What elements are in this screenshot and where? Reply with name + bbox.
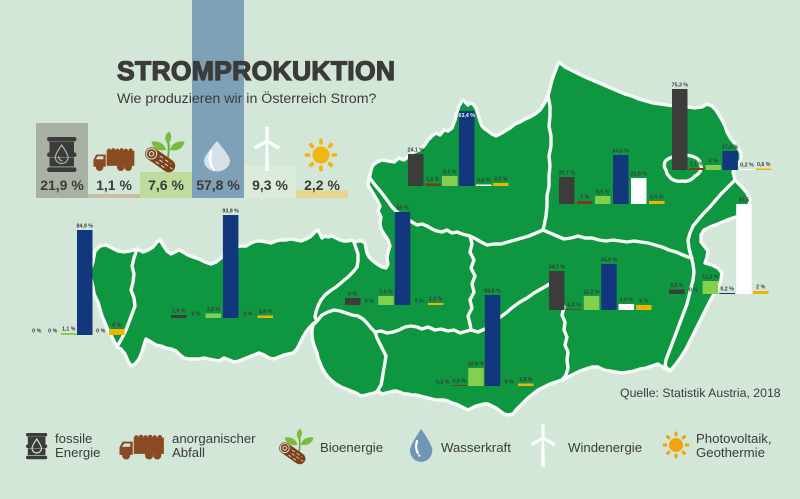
svg-text:20,7 %: 20,7 % — [559, 171, 576, 177]
svg-text:Energie: Energie — [55, 445, 100, 460]
svg-text:2 %: 2 % — [756, 285, 765, 291]
svg-text:Photovoltaik,: Photovoltaik, — [696, 431, 772, 446]
svg-text:3,2 %: 3,2 % — [207, 307, 221, 313]
svg-text:3,5 %: 3,5 % — [670, 283, 684, 289]
svg-text:1,1 %: 1,1 % — [690, 162, 704, 168]
svg-text:85 %: 85 % — [397, 206, 409, 212]
svg-text:7,5 %: 7,5 % — [379, 290, 393, 296]
svg-text:0 %: 0 % — [48, 329, 57, 335]
svg-text:Abfall: Abfall — [172, 445, 205, 460]
svg-text:57,8 %: 57,8 % — [196, 177, 240, 193]
svg-text:17,4 %: 17,4 % — [722, 145, 739, 151]
svg-text:75,3 %: 75,3 % — [672, 83, 689, 89]
svg-text:fossile: fossile — [55, 431, 92, 446]
svg-text:12,9 %: 12,9 % — [468, 362, 485, 368]
svg-text:84,9 %: 84,9 % — [77, 224, 94, 230]
svg-text:1,1 %: 1,1 % — [62, 327, 76, 333]
svg-text:84,5 %: 84,5 % — [484, 289, 501, 295]
svg-text:23,9 %: 23,9 % — [631, 172, 648, 178]
svg-text:2,2 %: 2,2 % — [494, 177, 508, 183]
svg-text:0 %: 0 % — [96, 329, 105, 335]
svg-text:1,1 %: 1,1 % — [96, 177, 132, 193]
svg-text:STROMPROKUKTION: STROMPROKUKTION — [117, 56, 395, 86]
svg-text:1,4 %: 1,4 % — [258, 309, 272, 315]
svg-text:Quelle: Statistik Austria, 201: Quelle: Statistik Austria, 2018 — [620, 386, 781, 400]
svg-text:21,9 %: 21,9 % — [40, 177, 84, 193]
svg-text:34,7 %: 34,7 % — [549, 265, 566, 271]
svg-text:Wie produzieren wir in Österre: Wie produzieren wir in Österreich Strom? — [117, 89, 377, 107]
svg-text:8,1 %: 8,1 % — [443, 170, 457, 176]
svg-text:1,5 %: 1,5 % — [172, 309, 186, 315]
svg-text:9,3 %: 9,3 % — [252, 177, 288, 193]
svg-text:44,5 %: 44,5 % — [613, 149, 630, 155]
svg-text:Windenergie: Windenergie — [568, 440, 642, 455]
svg-text:4,9 %: 4,9 % — [620, 298, 634, 304]
svg-text:0 %: 0 % — [689, 288, 698, 294]
svg-text:0,2 %: 0,2 % — [740, 163, 754, 169]
svg-text:11,0 %: 11,0 % — [702, 275, 718, 281]
svg-text:0,6 %: 0,6 % — [477, 178, 491, 184]
svg-text:0 %: 0 % — [415, 299, 424, 305]
svg-text:0 %: 0 % — [365, 299, 374, 305]
svg-text:1,8 %: 1,8 % — [519, 377, 533, 383]
svg-text:4 %: 4 % — [709, 159, 718, 165]
svg-text:63,4 %: 63,4 % — [459, 113, 476, 119]
svg-text:6,5 %: 6,5 % — [596, 190, 610, 196]
svg-text:1,5 %: 1,5 % — [429, 297, 443, 303]
svg-text:2,4 %: 2,4 % — [650, 195, 664, 201]
svg-text:Bioenergie: Bioenergie — [320, 440, 383, 455]
svg-text:0 %: 0 % — [191, 312, 200, 318]
svg-text:0,6 %: 0,6 % — [757, 162, 771, 168]
svg-text:0,2 %: 0,2 % — [720, 287, 734, 293]
svg-text:Geothermie: Geothermie — [696, 445, 765, 460]
svg-text:24,1 %: 24,1 % — [408, 148, 425, 154]
svg-text:anorganischer: anorganischer — [172, 431, 256, 446]
svg-text:0 %: 0 % — [32, 329, 41, 335]
svg-text:11,2 %: 11,2 % — [583, 290, 599, 296]
svg-text:82,5: 82,5 — [739, 198, 749, 204]
svg-text:0,5 %: 0,5 % — [453, 379, 467, 385]
svg-text:93,9 %: 93,9 % — [222, 209, 239, 215]
svg-text:4 %: 4 % — [112, 323, 121, 329]
svg-text:Wasserkraft: Wasserkraft — [441, 440, 511, 455]
svg-text:4 %: 4 % — [639, 299, 648, 305]
svg-text:0 %: 0 % — [243, 312, 252, 318]
svg-text:2 %: 2 % — [580, 195, 589, 201]
svg-text:1,6 %: 1,6 % — [426, 177, 440, 183]
svg-text:6 %: 6 % — [348, 292, 357, 298]
svg-text:44,9 %: 44,9 % — [601, 258, 618, 264]
svg-text:0,2 %: 0,2 % — [436, 380, 450, 386]
svg-text:2,2 %: 2,2 % — [304, 177, 340, 193]
svg-text:7,6 %: 7,6 % — [148, 177, 184, 193]
svg-text:0,4 %: 0,4 % — [567, 303, 581, 309]
svg-text:0 %: 0 % — [505, 380, 514, 386]
